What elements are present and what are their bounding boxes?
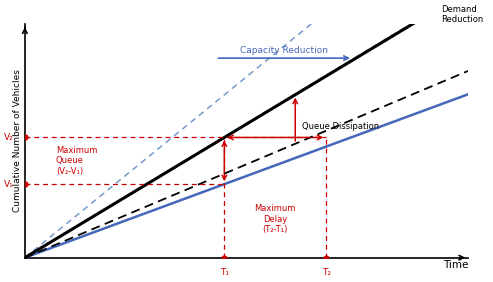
Text: Maximum
Queue
(V₂-V₁): Maximum Queue (V₂-V₁) — [56, 146, 97, 176]
Text: V₁: V₁ — [4, 180, 14, 189]
Text: Queue Dissipation: Queue Dissipation — [302, 122, 379, 131]
X-axis label: Time: Time — [443, 261, 468, 270]
Text: V₂: V₂ — [4, 133, 14, 142]
Text: Capacity Reduction: Capacity Reduction — [240, 46, 328, 55]
Text: T₂: T₂ — [322, 268, 331, 277]
Y-axis label: Cumulative Number of Vehicles: Cumulative Number of Vehicles — [13, 70, 22, 212]
Text: Maximum
Delay
(T₂-T₁): Maximum Delay (T₂-T₁) — [254, 204, 296, 234]
Text: T₁: T₁ — [220, 268, 229, 277]
Text: Demand
Reduction: Demand Reduction — [442, 5, 484, 24]
